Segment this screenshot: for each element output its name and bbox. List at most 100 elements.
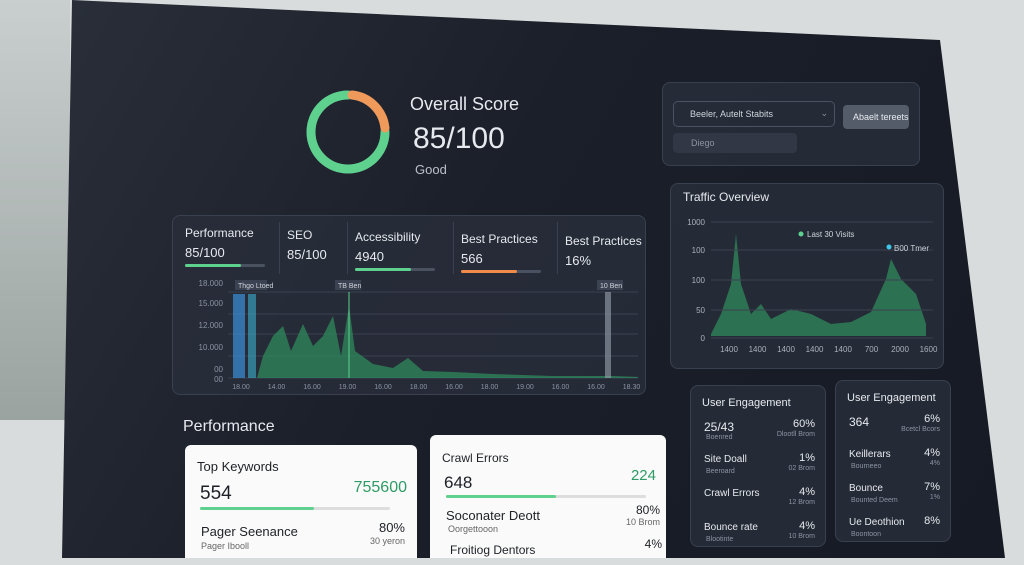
divider (347, 222, 348, 274)
marker-label: Thgo Ltoed (238, 283, 274, 290)
marker-label: 10 Ben (600, 283, 622, 290)
x-tick-label: 18.00 (232, 384, 250, 391)
metric-bar (355, 268, 435, 271)
engagement-card: User Engagement 25/43 Boenred 60% Dlootll Br… (690, 385, 826, 547)
row-value: 4% (799, 486, 815, 498)
marker-bg (235, 280, 267, 290)
metric-label: Best Practices (565, 234, 642, 248)
metric-bar-fill (185, 264, 241, 267)
row-sub-value: 12 Brom (788, 499, 815, 506)
marker-label: TB Ben (338, 283, 361, 290)
x-tick-label: 16.00 (374, 384, 392, 391)
input[interactable]: Diego (673, 133, 797, 153)
y-tick-label: 12.000 (199, 321, 224, 330)
row-sub-value: Dlootll Brom (776, 431, 815, 438)
y-tick-label: 0 (701, 334, 706, 343)
x-tick-label: 1400 (720, 345, 738, 354)
row-value: 8% (924, 515, 940, 527)
row-sub: Blootinte (706, 536, 734, 543)
row-value: 80% (378, 520, 405, 535)
progress (200, 507, 390, 510)
score-value: 85/100 (413, 122, 505, 155)
x-tick-label: 16.00 (552, 384, 570, 391)
row-sub-value: 4% (929, 460, 940, 467)
row-value: 80% (635, 503, 660, 517)
x-tick-label: 16.00 (587, 384, 605, 391)
metric-value: 16% (565, 253, 592, 268)
row-label: Bounce rate (704, 522, 758, 533)
y-tick-label: 100 (692, 276, 706, 285)
metric-label: Performance (185, 226, 254, 240)
y-tick-label: 00 (214, 365, 223, 374)
row-label: Keillerars (849, 449, 891, 460)
row-label: 364 (849, 415, 870, 429)
button[interactable]: Abaelt tereets (843, 105, 909, 129)
legend-item: B00 Tmer (894, 244, 929, 253)
divider (557, 222, 558, 274)
row-value: 60% (792, 418, 815, 430)
metric-label: Accessibility (355, 230, 421, 244)
row-value: 4% (799, 520, 815, 532)
row-label: Ue Deothion (849, 517, 905, 528)
metrics-panel: Performance 85/100 SEO 85/100 Accessibility 4… (172, 215, 646, 395)
row-sub: Bourneeo (851, 463, 882, 470)
card-value: 554 (200, 483, 232, 504)
row-sub: Boenred (706, 434, 733, 441)
keywords-card: Top Keywords 554 755600 Pager Seenance P… (185, 445, 417, 558)
row-sub-value: Bcetcl Bcors (901, 426, 940, 433)
crawl-card: Crawl Errors 648 224 Soconater Deott Oor… (430, 435, 666, 558)
metric-bar-fill (461, 270, 517, 273)
x-tick-label: 19.00 (339, 384, 357, 391)
x-tick-label: 18.30 (623, 384, 641, 391)
metric-value: 85/100 (287, 247, 327, 262)
card-value2: 224 (630, 467, 656, 484)
y-tick-label: 18.000 (199, 279, 224, 288)
traffic-panel: Traffic Overview 1000 100 100 50 0 1400 1400 14… (670, 183, 944, 369)
x-tick-label: 1400 (806, 345, 824, 354)
metric-value: 85/100 (185, 245, 225, 260)
divider (279, 222, 280, 274)
card-title: User Engagement (847, 392, 936, 404)
score-title: Overall Score (410, 94, 520, 114)
score-ring (306, 90, 390, 174)
legend-item: Last 30 Visits (807, 230, 854, 239)
row-label: Froitiog Dentors (450, 543, 536, 557)
y-tick-label: 50 (696, 306, 705, 315)
row-value: 1% (799, 452, 815, 464)
metric-label: Best Practices (461, 232, 538, 246)
x-tick-label: 16.00 (445, 384, 463, 391)
row-sub: Oorgettooon (448, 524, 499, 534)
chevron: ⌄ (820, 108, 828, 118)
marker-bg (597, 280, 623, 290)
row-sub: Bounted Deem (851, 497, 898, 504)
row-label: Pager Seenance (201, 524, 298, 539)
row-sub-value: 1% (929, 494, 940, 501)
metric-bar (461, 270, 541, 273)
row-label: Site Doall (704, 454, 747, 465)
progress (446, 495, 646, 498)
score-rating: Good (415, 162, 447, 177)
divider (453, 222, 454, 274)
row-sub-value: 10 Brom (625, 517, 660, 527)
x-tick-label: 1400 (749, 345, 767, 354)
select[interactable]: Beeler, Autelt Stabits ⌄ (673, 101, 835, 127)
window-bg (0, 0, 70, 420)
select-text: Beeler, Autelt Stabits (690, 109, 774, 119)
search-panel: Beeler, Autelt Stabits ⌄ Abaelt tereets … (662, 82, 920, 166)
metric-value: 4940 (355, 249, 384, 264)
row-value: 7% (924, 481, 940, 493)
row-value: 4% (924, 447, 940, 459)
x-tick-label: 700 (865, 345, 879, 354)
y-tick-label: 100 (692, 246, 706, 255)
x-tick-label: 1600 (920, 345, 938, 354)
x-tick-label: 16.00 (303, 384, 321, 391)
row-sub: Beeroard (706, 468, 735, 475)
row-label: Bounce (849, 483, 883, 494)
x-tick-label: 1400 (834, 345, 852, 354)
metric-value: 566 (461, 251, 483, 266)
x-tick-label: 2000 (891, 345, 909, 354)
metric-bar-fill (355, 268, 411, 271)
